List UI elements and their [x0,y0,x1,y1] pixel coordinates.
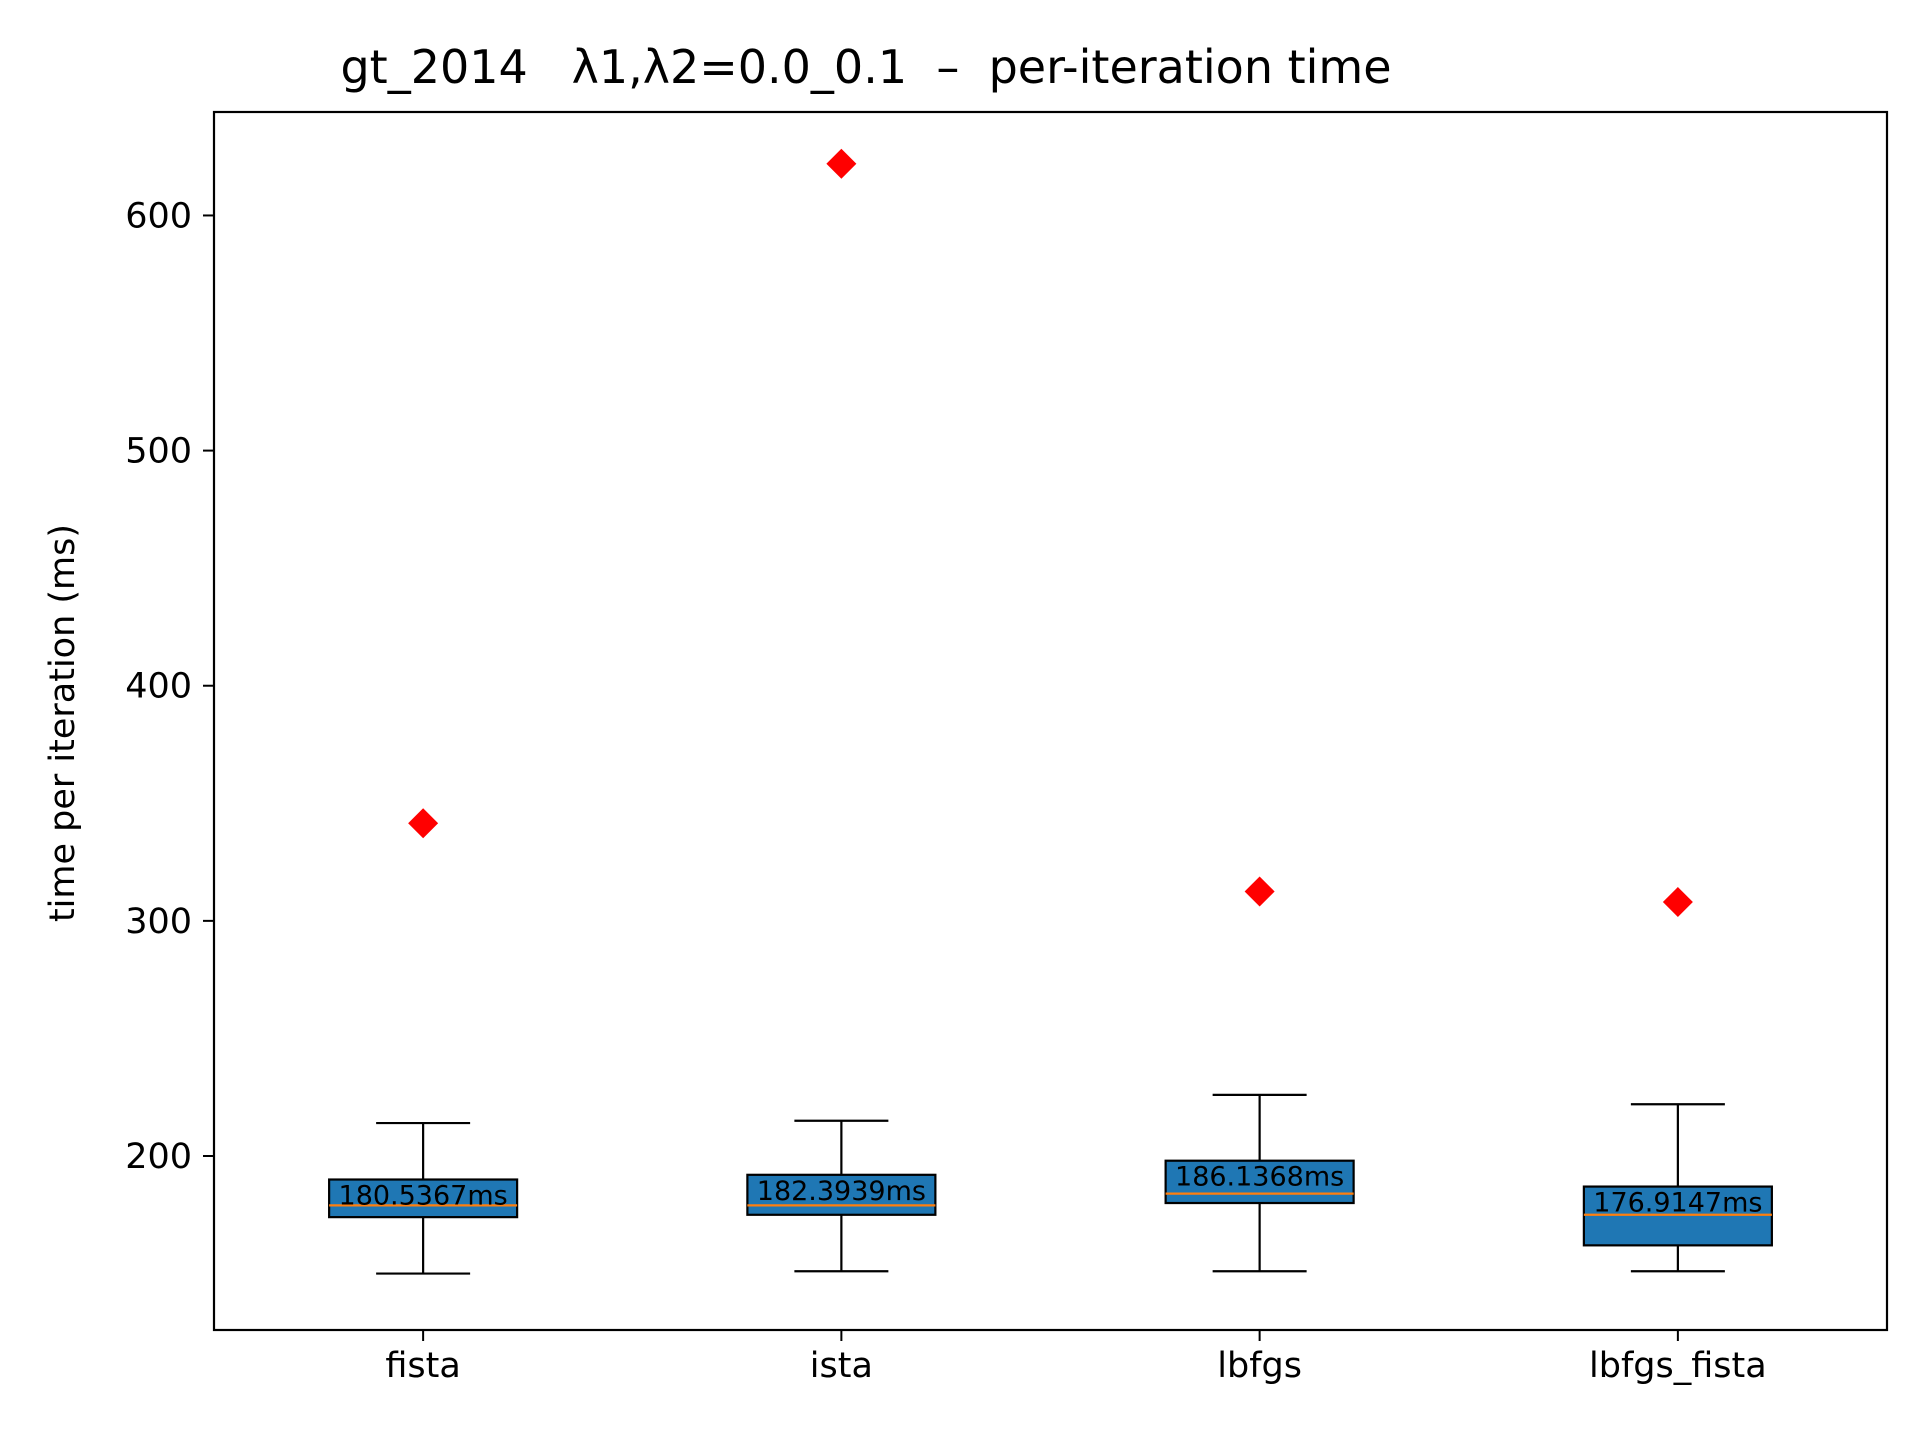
mean-marker [1662,887,1693,918]
x-tick-label: lbfgs_fista [1589,1346,1767,1386]
y-tick-label: 300 [125,902,192,942]
mean-value-label: 176.9147ms [1593,1188,1762,1219]
y-tick-label: 200 [125,1137,192,1177]
x-tick-label: ista [810,1346,873,1386]
box-body [328,1178,519,1219]
y-tick-label: 500 [125,432,192,472]
chart-title: gt_2014 λ1,λ2=0.0_0.1 – per-iteration ti… [340,40,1391,94]
box-body [1164,1159,1355,1205]
x-tick-label: fista [385,1346,460,1386]
box-body [746,1173,937,1216]
mean-marker [408,808,439,839]
mean-value-label: 182.3939ms [757,1176,926,1207]
mean-value-label: 186.1368ms [1175,1162,1344,1193]
x-tick-label: lbfgs [1217,1346,1302,1386]
mean-marker [1244,876,1275,907]
y-tick-label: 400 [125,667,192,707]
y-tick-label: 600 [125,196,192,236]
box-body [1582,1185,1773,1247]
axes-frame [212,110,1889,1332]
y-axis-label: time per iteration (ms) [43,524,83,922]
mean-marker [826,148,857,179]
plot-area: 200 300 400 500 600 fista ista lbfgs lbfgs_fista… [125,148,1773,1386]
mean-value-label: 180.5367ms [339,1181,508,1212]
